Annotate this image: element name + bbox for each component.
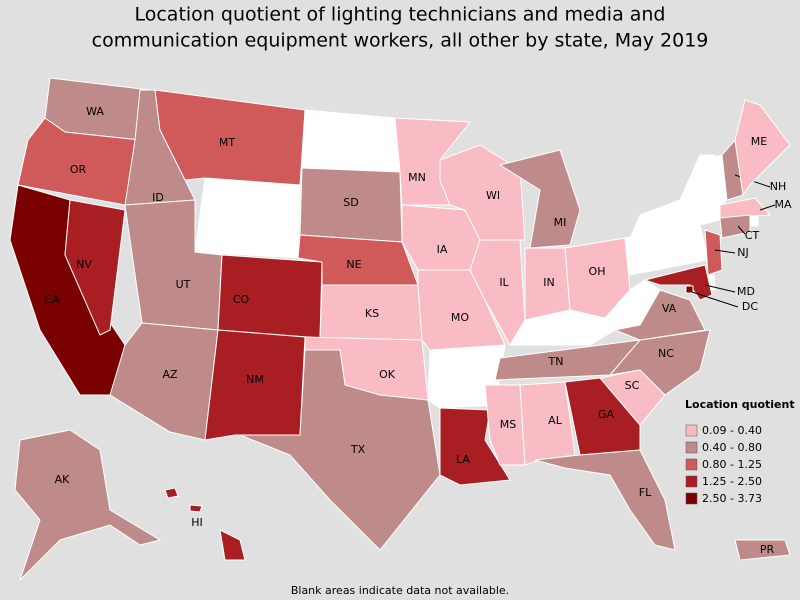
state — [643, 264, 713, 301]
legend-label: 0.40 - 0.80 — [702, 441, 762, 454]
state — [734, 99, 791, 197]
state — [154, 89, 306, 186]
state — [534, 449, 676, 551]
state — [564, 237, 631, 319]
state — [719, 197, 772, 219]
legend-swatch — [685, 492, 698, 505]
state-label: FL — [639, 486, 652, 499]
state-no-data — [301, 109, 401, 173]
state-label: ID — [152, 191, 164, 204]
leader-line — [704, 284, 736, 293]
state-label: NJ — [737, 246, 748, 259]
state-label: MN — [408, 171, 426, 184]
state-label: MA — [774, 198, 791, 211]
state — [719, 214, 751, 239]
state-label: KS — [365, 307, 379, 320]
state-label: AL — [548, 414, 563, 427]
state-label: OH — [589, 265, 606, 278]
leader-line — [714, 249, 736, 254]
state — [469, 239, 526, 346]
state-label: SC — [625, 379, 640, 392]
state-label: TX — [350, 443, 366, 456]
state — [685, 285, 694, 294]
state-label: MI — [554, 216, 567, 229]
legend-swatch — [685, 441, 698, 454]
state-label: NH — [770, 180, 787, 193]
state-no-data — [194, 177, 301, 259]
state — [219, 529, 246, 561]
legend-swatch — [685, 475, 698, 488]
state-label: NC — [658, 347, 674, 360]
state — [64, 199, 126, 336]
state-label: CA — [44, 293, 60, 306]
state-label: MO — [451, 311, 469, 324]
state-label: SD — [343, 196, 358, 209]
legend-title: Location quotient — [685, 398, 795, 411]
state — [704, 229, 723, 276]
state-label: AK — [55, 473, 71, 486]
state-label: OK — [379, 368, 396, 381]
state-label: HI — [191, 516, 203, 529]
state-label: DC — [742, 300, 758, 313]
legend-swatch — [685, 458, 698, 471]
state-label: LA — [456, 453, 470, 466]
state — [613, 289, 706, 341]
title-line: communication equipment workers, all oth… — [92, 30, 709, 52]
state-label: NV — [76, 258, 92, 271]
state-label: UT — [176, 278, 191, 291]
state-label: IA — [437, 243, 448, 256]
state-label: PR — [760, 543, 775, 556]
state-label: CT — [745, 229, 760, 242]
state-label: NE — [346, 258, 361, 271]
leader-line — [691, 291, 739, 308]
state-no-data — [749, 214, 759, 227]
title-line: Location quotient of lighting technician… — [134, 4, 665, 26]
state — [734, 539, 791, 561]
state-label: MT — [219, 136, 235, 149]
state-label: WA — [86, 105, 104, 118]
legend-label: 1.25 - 2.50 — [702, 475, 762, 488]
states: WA OR CA NV ID MT UT AZ CO NM SD NE KS OK TX MN IA MO LA WI… — [9, 77, 792, 581]
state — [498, 149, 581, 249]
note: Blank areas indicate data not available. — [291, 584, 509, 597]
state-label: CO — [233, 293, 250, 306]
state — [189, 504, 203, 513]
state-label: VA — [662, 302, 677, 315]
state-label: IN — [543, 276, 554, 289]
state-label: NM — [246, 373, 264, 386]
legend-label: 2.50 - 3.73 — [702, 492, 762, 505]
state-label: ME — [751, 135, 767, 148]
state-label: WI — [486, 189, 500, 202]
state — [484, 384, 526, 466]
state-label: TN — [548, 355, 564, 368]
state-label: GA — [598, 408, 615, 421]
state-label: OR — [70, 163, 87, 176]
state-label: MS — [500, 418, 516, 431]
state-label: AZ — [162, 368, 178, 381]
legend-swatch — [685, 424, 698, 437]
state — [564, 377, 641, 456]
legend-label: 0.09 - 0.40 — [702, 424, 762, 437]
state — [164, 487, 179, 499]
legend-label: 0.80 - 1.25 — [702, 458, 762, 471]
state — [14, 429, 162, 581]
leader-line — [737, 225, 746, 235]
leader-line — [759, 204, 776, 211]
state — [239, 349, 441, 551]
state-label: IL — [499, 276, 509, 289]
state-label: MD — [737, 285, 755, 298]
